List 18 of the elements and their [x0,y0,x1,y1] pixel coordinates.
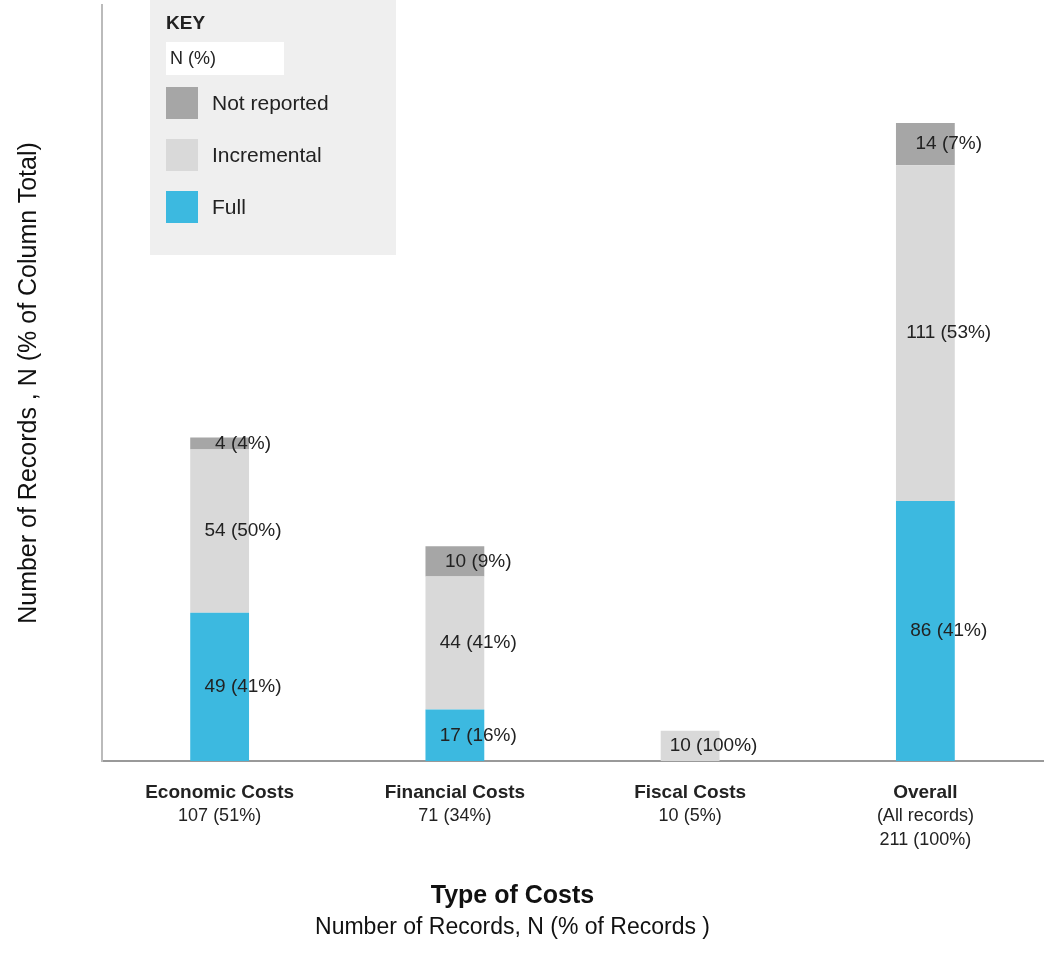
data-label: 10 (9%) [445,549,512,571]
data-label: 4 (4%) [215,431,272,453]
x-tick-label: Economic Costs 107 (51%) [145,780,295,825]
y-axis-title: Number of Records , N (% of Column Total) [12,142,41,624]
data-label: 44 (41%) [439,631,517,653]
x-tick-label: Fiscal Costs 10 (5%) [634,780,747,825]
text: N (%) [166,42,284,75]
x-tick-label: Overall (All records) 211 (100%) [876,780,974,849]
data-label: 54 (50%) [204,519,282,541]
x-tick-label: Financial Costs 71 (34%) [384,780,526,825]
x-axis-title: Type of Costs Number of Records, N (% of Records ) [315,880,710,939]
legend-title: KEY [166,12,207,34]
legend-label: Full [212,195,246,219]
data-label: 14 (7%) [915,132,983,154]
legend-label: Incremental [212,143,322,167]
legend-label: Not reported [212,91,329,115]
data-label: 10 (100%) [669,734,758,756]
data-label: 111 (53%) [906,321,992,343]
